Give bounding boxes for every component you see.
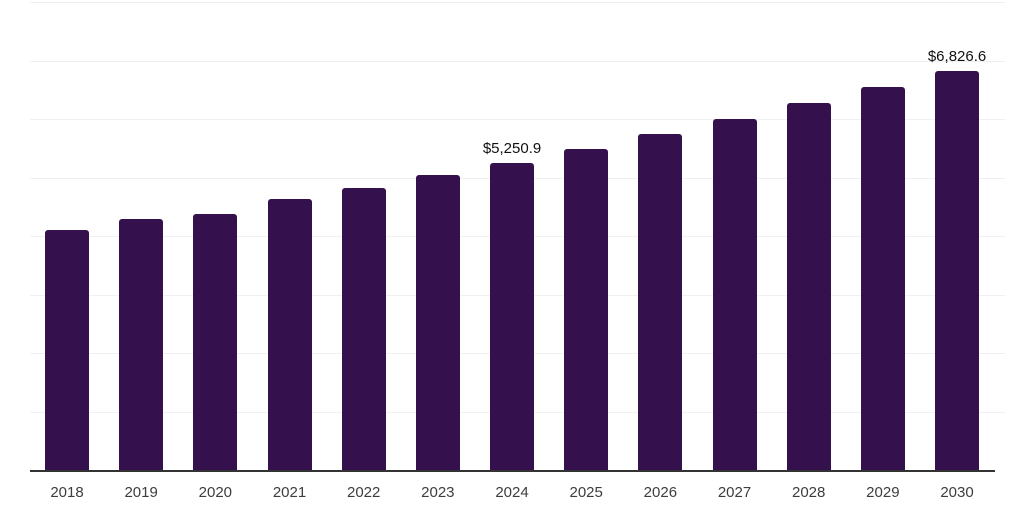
bar-2027 xyxy=(712,118,757,470)
bar-2021 xyxy=(267,199,312,470)
bar-2025 xyxy=(564,148,609,470)
x-tick-2024: 2024 xyxy=(495,484,529,501)
bar-2019 xyxy=(119,219,164,470)
bar-2020 xyxy=(193,214,238,470)
gridline-8000 xyxy=(30,2,1005,3)
bar-2030 xyxy=(935,70,980,470)
bar-2028 xyxy=(786,102,831,470)
gridline-7000 xyxy=(30,60,1005,62)
x-tick-2028: 2028 xyxy=(792,484,826,501)
plot-area: $5,250.9 $6,826.6 xyxy=(30,2,1005,470)
bar-2023 xyxy=(415,174,460,470)
data-label-2030: $6,826.6 xyxy=(927,47,987,65)
x-axis-line xyxy=(30,470,995,472)
bar-2018 xyxy=(45,230,89,470)
data-label-2024: $5,250.9 xyxy=(482,139,542,157)
bar-2024 xyxy=(490,162,535,470)
x-tick-2018: 2018 xyxy=(50,484,84,501)
bar-2022 xyxy=(341,187,386,470)
x-tick-2025: 2025 xyxy=(569,484,603,501)
x-tick-2026: 2026 xyxy=(643,484,678,501)
x-tick-2021: 2021 xyxy=(272,484,307,501)
x-tick-2029: 2029 xyxy=(866,484,900,501)
gridline-6000 xyxy=(30,119,1005,120)
x-tick-2020: 2020 xyxy=(198,484,233,501)
x-tick-2022: 2022 xyxy=(346,484,381,501)
bar-2029 xyxy=(860,86,905,470)
bar-2026 xyxy=(638,133,683,470)
x-tick-2023: 2023 xyxy=(421,484,455,501)
x-tick-2030: 2030 xyxy=(940,484,974,501)
x-tick-2027: 2027 xyxy=(717,484,752,501)
x-tick-2019: 2019 xyxy=(124,484,158,501)
